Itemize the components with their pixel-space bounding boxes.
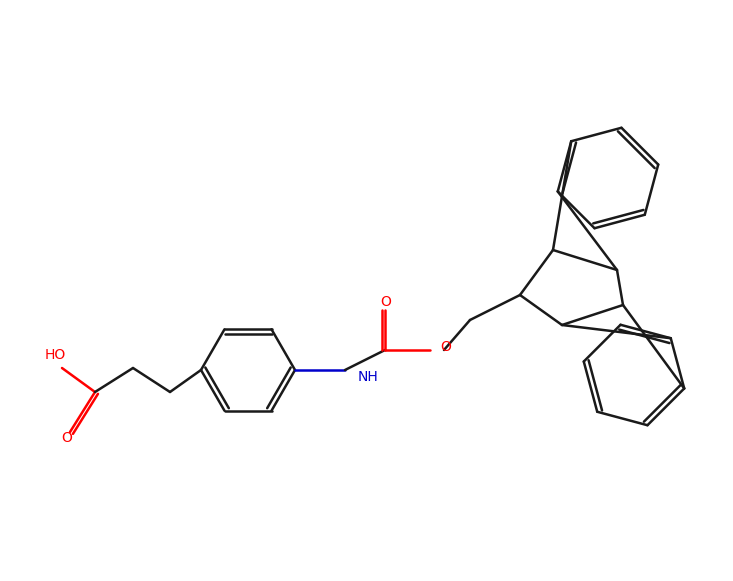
Text: NH: NH bbox=[358, 370, 379, 384]
Text: HO: HO bbox=[45, 348, 66, 362]
Text: O: O bbox=[62, 431, 73, 445]
Text: O: O bbox=[380, 295, 391, 309]
Text: O: O bbox=[440, 340, 451, 354]
